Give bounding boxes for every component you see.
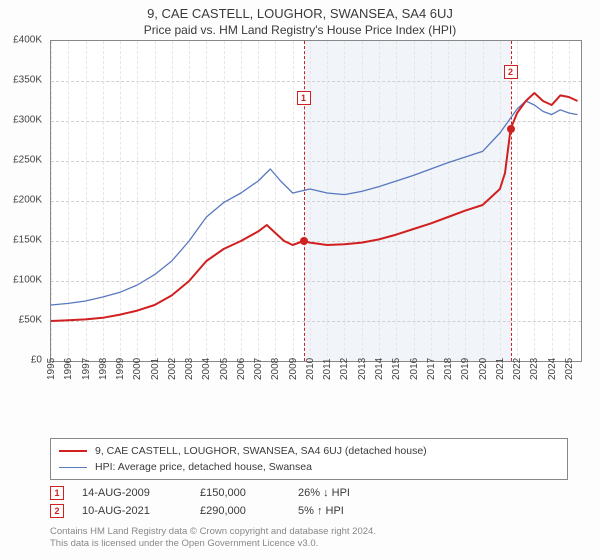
x-tick-label: 2022	[512, 358, 523, 380]
x-tick-label: 2023	[529, 358, 540, 380]
y-axis: £0£50K£100K£150K£200K£250K£300K£350K£400…	[0, 40, 46, 360]
footer-line: Contains HM Land Registry data © Crown c…	[50, 526, 570, 538]
x-tick-label: 2024	[547, 358, 558, 380]
plot-area: 12	[50, 40, 582, 362]
x-tick-label: 1995	[46, 358, 57, 380]
x-tick-label: 1999	[115, 358, 126, 380]
sale-row: 2 10-AUG-2021 £290,000 5% ↑ HPI	[50, 502, 550, 520]
price-chart: £0£50K£100K£150K£200K£250K£300K£350K£400…	[0, 40, 600, 400]
legend-swatch	[59, 467, 87, 468]
x-tick-label: 2018	[443, 358, 454, 380]
y-tick-label: £300K	[13, 115, 42, 126]
x-tick-label: 2019	[460, 358, 471, 380]
legend-label: 9, CAE CASTELL, LOUGHOR, SWANSEA, SA4 6U…	[95, 445, 427, 457]
legend-item: HPI: Average price, detached house, Swan…	[59, 459, 559, 475]
x-tick-label: 1996	[63, 358, 74, 380]
x-tick-label: 2003	[184, 358, 195, 380]
y-tick-label: £100K	[13, 275, 42, 286]
sales-table: 1 14-AUG-2009 £150,000 26% ↓ HPI 2 10-AUG-202…	[50, 484, 550, 520]
x-tick-label: 2001	[150, 358, 161, 380]
x-tick-label: 2013	[357, 358, 368, 380]
x-tick-label: 2021	[495, 358, 506, 380]
y-tick-label: £250K	[13, 155, 42, 166]
x-tick-label: 2006	[236, 358, 247, 380]
x-tick-label: 2010	[305, 358, 316, 380]
legend-swatch	[59, 450, 87, 452]
series-line	[51, 101, 578, 305]
x-tick-label: 2008	[270, 358, 281, 380]
legend-label: HPI: Average price, detached house, Swan…	[95, 461, 312, 473]
x-tick-label: 1998	[98, 358, 109, 380]
series-line	[51, 93, 578, 321]
chart-legend: 9, CAE CASTELL, LOUGHOR, SWANSEA, SA4 6U…	[50, 438, 568, 480]
x-tick-label: 2020	[478, 358, 489, 380]
x-tick-label: 2015	[391, 358, 402, 380]
y-tick-label: £0	[31, 355, 42, 366]
y-tick-label: £400K	[13, 35, 42, 46]
x-tick-label: 2016	[409, 358, 420, 380]
legend-item: 9, CAE CASTELL, LOUGHOR, SWANSEA, SA4 6U…	[59, 443, 559, 459]
y-tick-label: £350K	[13, 75, 42, 86]
y-tick-label: £150K	[13, 235, 42, 246]
x-tick-label: 2025	[564, 358, 575, 380]
y-tick-label: £50K	[19, 315, 42, 326]
x-axis: 1995199619971998199920002001200220032004…	[50, 366, 580, 400]
sale-price: £290,000	[200, 505, 280, 517]
x-tick-label: 2017	[426, 358, 437, 380]
sale-marker-box: 1	[50, 486, 64, 500]
x-tick-label: 2000	[132, 358, 143, 380]
sale-hpi-delta: 26% ↓ HPI	[298, 487, 388, 499]
footer-attribution: Contains HM Land Registry data © Crown c…	[50, 526, 570, 550]
sale-hpi-delta: 5% ↑ HPI	[298, 505, 388, 517]
sale-date: 14-AUG-2009	[82, 487, 182, 499]
x-tick-label: 2004	[201, 358, 212, 380]
x-tick-label: 2005	[219, 358, 230, 380]
y-tick-label: £200K	[13, 195, 42, 206]
x-tick-label: 2014	[374, 358, 385, 380]
x-tick-label: 2002	[167, 358, 178, 380]
x-tick-label: 1997	[81, 358, 92, 380]
footer-line: This data is licensed under the Open Gov…	[50, 538, 570, 550]
chart-lines	[51, 41, 581, 361]
page-subtitle: Price paid vs. HM Land Registry's House …	[0, 23, 600, 37]
x-tick-label: 2012	[339, 358, 350, 380]
sale-price: £150,000	[200, 487, 280, 499]
x-tick-label: 2007	[253, 358, 264, 380]
page-title: 9, CAE CASTELL, LOUGHOR, SWANSEA, SA4 6U…	[0, 6, 600, 21]
sale-marker-box: 2	[50, 504, 64, 518]
x-tick-label: 2011	[322, 358, 333, 380]
sale-date: 10-AUG-2021	[82, 505, 182, 517]
sale-row: 1 14-AUG-2009 £150,000 26% ↓ HPI	[50, 484, 550, 502]
x-tick-label: 2009	[288, 358, 299, 380]
